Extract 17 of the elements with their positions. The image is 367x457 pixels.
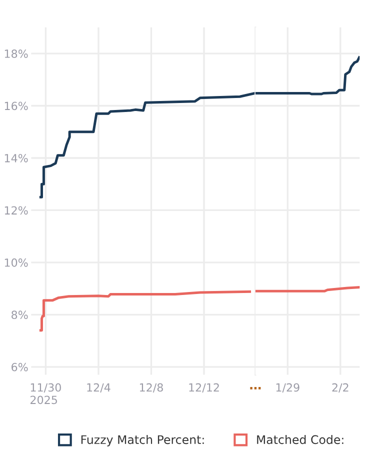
- y-tick-label: 10%: [4, 258, 28, 267]
- x-tick-label: 12/8: [140, 383, 163, 393]
- x-tick-label: 12/12: [189, 383, 219, 393]
- legend-label: Matched Code:: [257, 434, 344, 444]
- y-tick-label: 6%: [12, 362, 28, 372]
- y-tick-label: 8%: [12, 310, 28, 320]
- x-tick-label: 2/2: [332, 383, 348, 393]
- x-tick-label: 1/29: [276, 383, 300, 393]
- x-tick-label: 11/30 2025: [30, 383, 61, 404]
- y-tick-label: 12%: [4, 206, 28, 215]
- y-tick-label: 16%: [4, 102, 28, 110]
- y-tick-label: 18%: [4, 50, 28, 58]
- legend-label: Fuzzy Match Percent:: [81, 434, 204, 446]
- line-series: [39, 290, 252, 332]
- y-tick-label: 14%: [4, 154, 28, 162]
- x-tick-label: 12/4: [87, 383, 110, 393]
- text: ⋯: [250, 387, 261, 390]
